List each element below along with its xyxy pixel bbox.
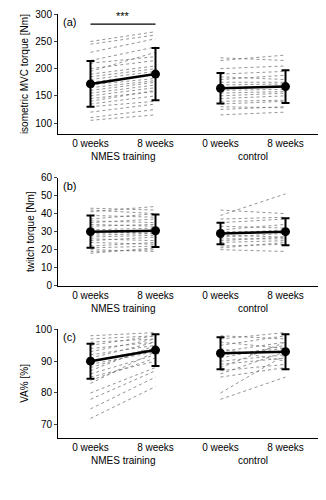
svg-text:(c): (c) — [63, 331, 76, 343]
svg-text:NMES training: NMES training — [91, 455, 155, 466]
svg-text:250: 250 — [35, 36, 52, 47]
svg-text:(a): (a) — [63, 16, 76, 28]
svg-text:150: 150 — [35, 90, 52, 101]
svg-text:control: control — [238, 151, 268, 162]
svg-text:control: control — [238, 303, 268, 314]
svg-text:200: 200 — [35, 63, 52, 74]
svg-text:0 weeks: 0 weeks — [202, 138, 239, 149]
svg-text:NMES training: NMES training — [91, 303, 155, 314]
svg-text:8 weeks: 8 weeks — [137, 442, 174, 453]
svg-text:0 weeks: 0 weeks — [72, 442, 109, 453]
svg-text:***: *** — [116, 10, 130, 22]
svg-text:300: 300 — [35, 9, 52, 20]
svg-text:8 weeks: 8 weeks — [137, 290, 174, 301]
svg-text:8 weeks: 8 weeks — [137, 138, 174, 149]
svg-text:20: 20 — [41, 244, 53, 255]
svg-text:8 weeks: 8 weeks — [267, 442, 304, 453]
svg-text:30: 30 — [41, 226, 53, 237]
svg-text:8 weeks: 8 weeks — [267, 138, 304, 149]
svg-text:0 weeks: 0 weeks — [72, 138, 109, 149]
svg-text:0 weeks: 0 weeks — [202, 442, 239, 453]
svg-text:50: 50 — [41, 190, 53, 201]
svg-text:VA% [%]: VA% [%] — [19, 364, 30, 403]
svg-text:90: 90 — [41, 356, 53, 367]
svg-text:0 weeks: 0 weeks — [72, 290, 109, 301]
svg-text:40: 40 — [41, 208, 53, 219]
svg-text:80: 80 — [41, 387, 53, 398]
svg-text:control: control — [238, 455, 268, 466]
svg-text:(b): (b) — [63, 180, 76, 192]
svg-text:0: 0 — [46, 280, 52, 291]
svg-text:0 weeks: 0 weeks — [202, 290, 239, 301]
svg-text:NMES training: NMES training — [91, 151, 155, 162]
svg-text:100: 100 — [35, 324, 52, 335]
svg-text:8 weeks: 8 weeks — [267, 290, 304, 301]
svg-text:100: 100 — [35, 118, 52, 129]
svg-text:twitch torque [Nm]: twitch torque [Nm] — [25, 191, 36, 272]
svg-text:10: 10 — [41, 262, 53, 273]
svg-text:60: 60 — [41, 172, 53, 183]
svg-text:70: 70 — [41, 419, 53, 430]
svg-text:isometric MVC torque [Nm]: isometric MVC torque [Nm] — [19, 14, 30, 134]
